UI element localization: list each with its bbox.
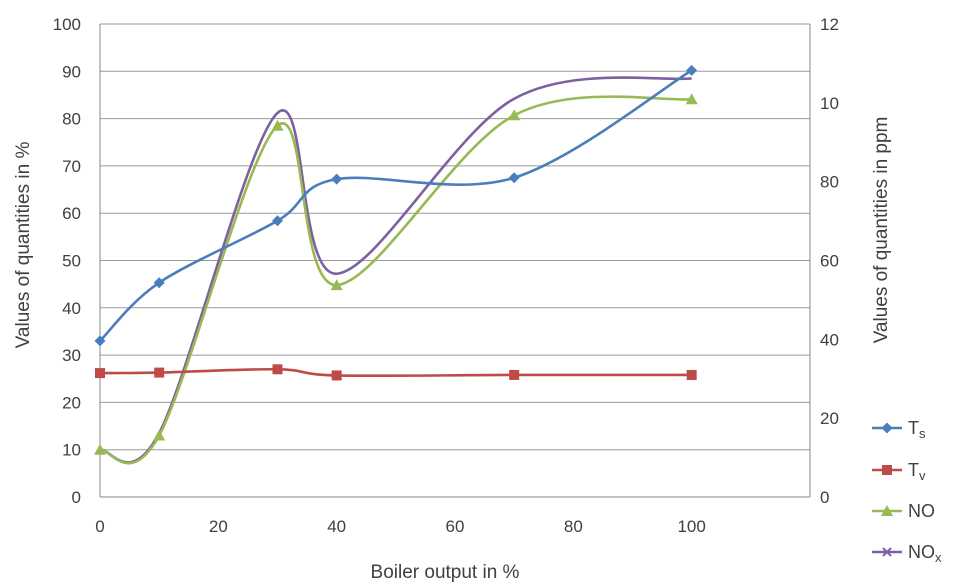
y2-tick-label: 12 <box>820 15 839 34</box>
y-tick-label: 0 <box>72 488 81 507</box>
marker-stroke <box>882 547 892 557</box>
y-tick-label: 100 <box>53 15 81 34</box>
y2-tick-label: 10 <box>820 94 839 113</box>
y2-tick-label: 20 <box>820 409 839 428</box>
y2-tick-label: 40 <box>820 330 839 349</box>
data-point <box>686 369 697 380</box>
series-no <box>94 93 698 465</box>
legend: Ts Tv NO NOx <box>872 418 942 565</box>
data-point <box>271 119 284 131</box>
y2-tick-labels: 0 20 40 60 80 10 12 <box>820 15 839 507</box>
y-tick-label: 60 <box>62 204 81 223</box>
x-tick-label: 100 <box>677 517 705 536</box>
legend-label: NO <box>908 501 935 521</box>
legend-marker <box>882 547 892 557</box>
data-point <box>153 277 165 289</box>
series-t-v <box>95 364 697 381</box>
x-tick-label: 20 <box>209 517 228 536</box>
y-tick-label: 30 <box>62 346 81 365</box>
axes <box>99 24 811 498</box>
y-tick-label: 80 <box>62 110 81 129</box>
data-point <box>331 370 342 381</box>
y2-tick-label: 80 <box>820 173 839 192</box>
series-line-no-x <box>99 76 692 464</box>
data-point <box>94 443 106 455</box>
series-line-no <box>99 95 692 465</box>
legend-label-subscript: s <box>919 426 926 441</box>
legend-item-t-s: Ts <box>872 418 926 441</box>
data-point <box>272 364 283 375</box>
data-point <box>508 172 520 184</box>
y-tick-label: 50 <box>62 252 81 271</box>
series-line-t-s <box>99 69 693 342</box>
data-point <box>331 173 343 185</box>
data-point <box>154 367 165 378</box>
legend-marker <box>882 465 892 475</box>
series-no-x <box>99 76 692 464</box>
y-axis-title: Values of quantities in % <box>13 142 34 349</box>
y-tick-label: 20 <box>62 393 81 412</box>
series-line-t-v <box>99 367 692 378</box>
gridlines <box>100 23 810 451</box>
y-tick-label: 70 <box>62 157 81 176</box>
x-tick-label: 40 <box>327 517 346 536</box>
data-point <box>330 279 343 291</box>
series-group <box>94 64 698 465</box>
data-point <box>94 335 106 347</box>
legend-item-no: NO <box>872 501 935 521</box>
data-point <box>153 429 166 441</box>
x-axis-title: Boiler output in % <box>371 562 520 583</box>
legend-label: Ts <box>908 418 926 441</box>
data-point <box>508 109 521 121</box>
legend-marker <box>881 505 893 516</box>
legend-label: Tv <box>908 460 926 483</box>
y2-tick-label: 0 <box>820 488 829 507</box>
y-tick-label: 90 <box>62 62 81 81</box>
y-tick-labels: 0 10 20 30 40 50 60 70 80 90 100 <box>53 15 81 507</box>
data-point <box>509 369 520 380</box>
y2-tick-label: 60 <box>820 252 839 271</box>
x-tick-label: 0 <box>95 517 104 536</box>
y-tick-label: 40 <box>62 299 81 318</box>
legend-item-t-v: Tv <box>872 460 926 483</box>
x-tick-label: 60 <box>446 517 465 536</box>
legend-item-no-x: NOx <box>872 542 942 565</box>
data-point <box>272 215 283 227</box>
x-tick-label: 80 <box>564 517 583 536</box>
data-point <box>95 368 105 379</box>
legend-label-subscript: v <box>919 468 926 483</box>
data-point <box>686 64 698 76</box>
y-tick-label: 10 <box>62 441 81 460</box>
legend-label-subscript: x <box>935 550 942 565</box>
y2-axis-title: Values of quantities in ppm <box>871 117 892 344</box>
x-tick-labels: 0 20 40 60 80 100 <box>95 517 706 536</box>
legend-label: NOx <box>908 542 942 565</box>
series-t-s <box>94 64 698 347</box>
data-point <box>685 93 698 105</box>
legend-marker <box>881 422 893 434</box>
